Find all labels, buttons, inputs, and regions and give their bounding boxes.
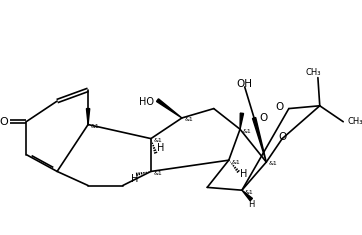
Text: CH₃: CH₃ [306, 68, 321, 78]
Text: &1: &1 [91, 124, 100, 129]
Text: H: H [240, 169, 247, 179]
Text: O: O [0, 117, 8, 127]
Text: &1: &1 [232, 160, 240, 164]
Text: CH₃: CH₃ [348, 117, 362, 126]
Text: O: O [260, 113, 268, 123]
Text: OH: OH [237, 79, 253, 89]
Polygon shape [156, 99, 182, 118]
Text: &1: &1 [245, 190, 253, 195]
Text: O: O [278, 132, 286, 142]
Text: &1: &1 [185, 117, 193, 122]
Text: HO: HO [139, 97, 154, 107]
Text: H: H [248, 200, 254, 209]
Polygon shape [87, 109, 90, 125]
Text: H: H [131, 174, 139, 184]
Text: &1: &1 [269, 161, 278, 166]
Text: O: O [276, 102, 284, 112]
Text: &1: &1 [154, 138, 163, 143]
Text: H: H [157, 143, 165, 153]
Text: &1: &1 [243, 129, 252, 134]
Polygon shape [253, 118, 266, 162]
Polygon shape [242, 190, 252, 201]
Polygon shape [240, 113, 244, 129]
Text: &1: &1 [154, 171, 163, 176]
